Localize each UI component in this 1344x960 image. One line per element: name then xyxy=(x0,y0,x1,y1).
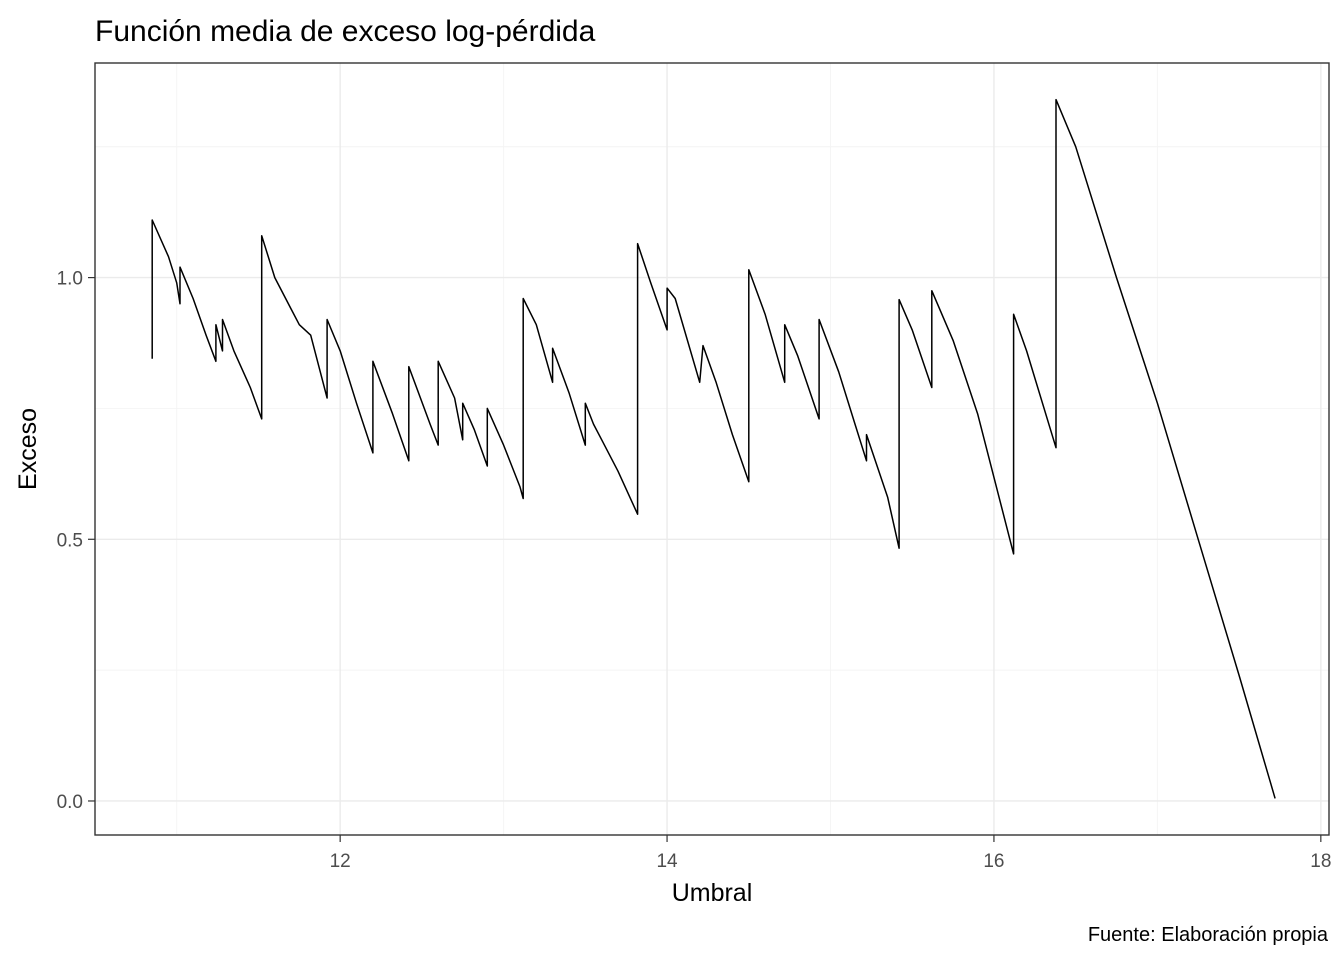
x-tick-label: 18 xyxy=(1310,851,1331,872)
axis-ticks: 12 14 16 18 0.0 0.5 1.0 xyxy=(57,269,1332,872)
x-tick-label: 16 xyxy=(983,851,1004,872)
chart-title: Función media de exceso log-pérdida xyxy=(95,15,596,48)
series-layer xyxy=(151,98,1276,799)
y-tick-label: 0.5 xyxy=(57,530,83,551)
y-tick-label: 1.0 xyxy=(57,269,83,290)
mean-excess-line xyxy=(151,98,1276,799)
x-tick-label: 12 xyxy=(330,851,351,872)
x-axis-title: Umbral xyxy=(672,879,753,907)
chart-caption: Fuente: Elaboración propia xyxy=(1088,924,1329,946)
y-axis-title: Exceso xyxy=(14,408,42,490)
y-tick-label: 0.0 xyxy=(57,792,83,813)
panel-border xyxy=(94,62,1330,836)
minor-gridlines xyxy=(95,63,1329,835)
major-gridlines xyxy=(95,63,1329,835)
x-tick-label: 14 xyxy=(656,851,678,872)
